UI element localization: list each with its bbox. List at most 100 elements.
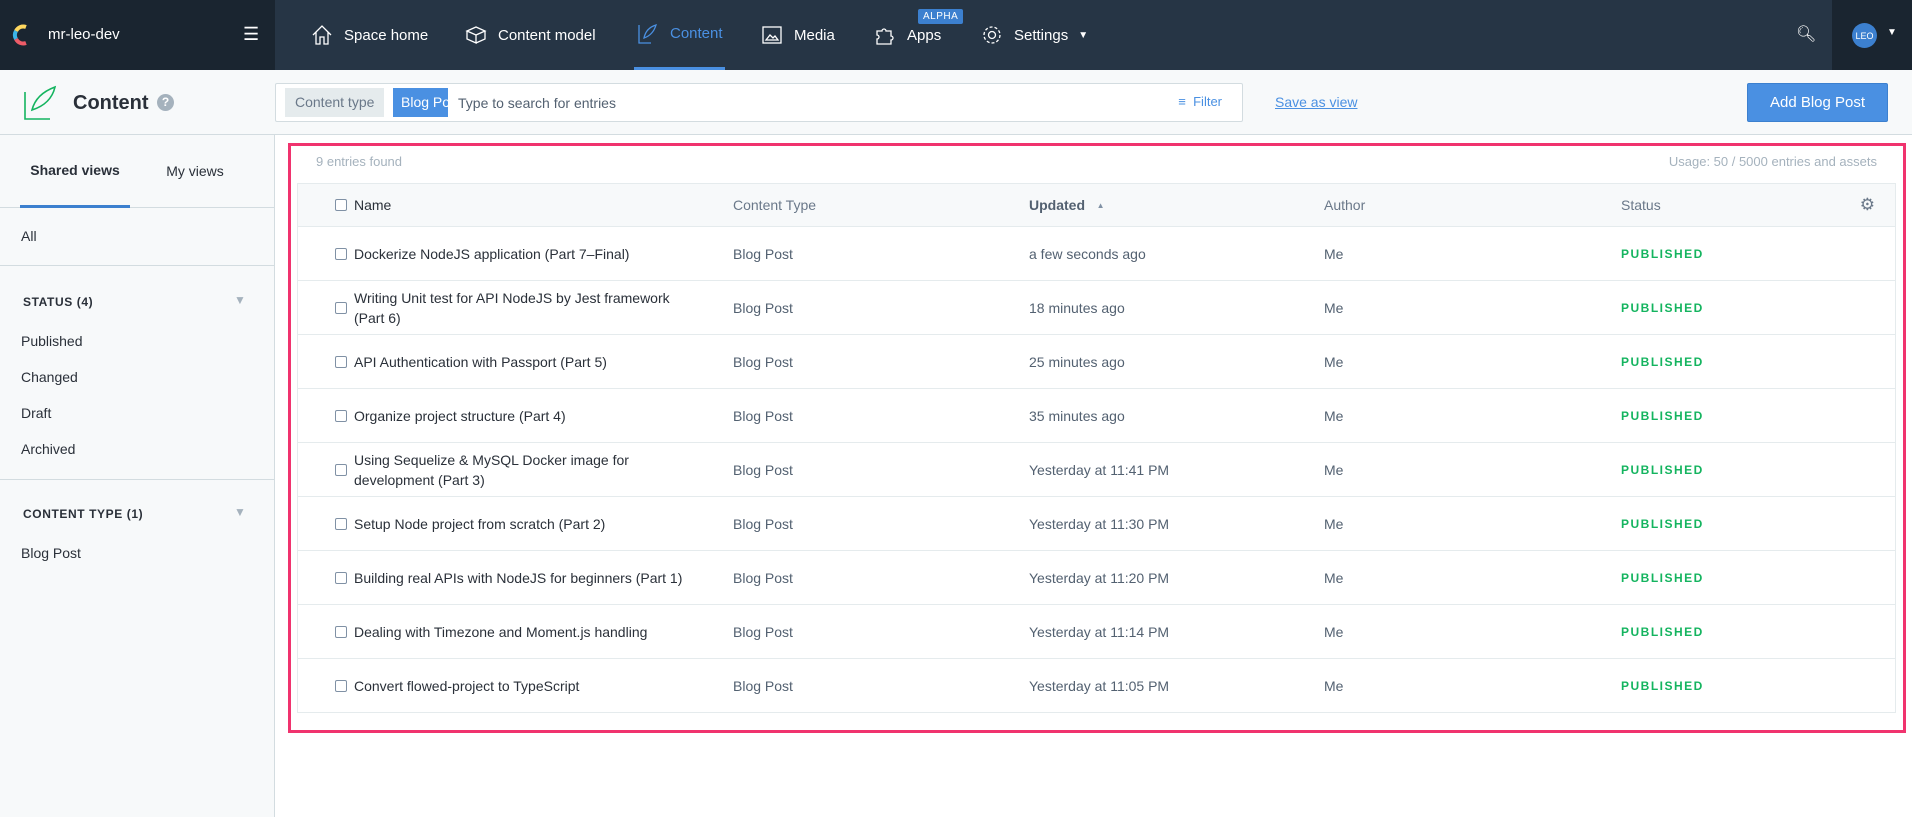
column-settings-gear-icon[interactable]: ⚙ bbox=[1859, 195, 1875, 214]
status-badge: PUBLISHED bbox=[1621, 354, 1704, 369]
collapse-icon[interactable]: ▼ bbox=[234, 293, 246, 307]
entry-name[interactable]: Setup Node project from scratch (Part 2) bbox=[354, 515, 606, 532]
row-checkbox[interactable] bbox=[335, 355, 347, 368]
table-row[interactable]: API Authentication with Passport (Part 5… bbox=[298, 334, 1895, 388]
row-checkbox[interactable] bbox=[335, 679, 347, 692]
status-badge: PUBLISHED bbox=[1621, 408, 1704, 423]
entry-content-type: Blog Post bbox=[733, 569, 793, 586]
collapse-icon[interactable]: ▼ bbox=[234, 505, 246, 519]
row-checkbox[interactable] bbox=[335, 409, 347, 422]
user-menu[interactable]: LEO ▼ bbox=[1832, 0, 1912, 70]
gear-icon bbox=[983, 26, 1001, 44]
entries-table: Name Content Type Updated ▲ Author Statu… bbox=[297, 183, 1896, 713]
entry-author: Me bbox=[1324, 353, 1344, 370]
search-input[interactable] bbox=[458, 88, 1058, 117]
chevron-down-icon: ▼ bbox=[1887, 27, 1897, 38]
save-as-view-link[interactable]: Save as view bbox=[1275, 94, 1358, 110]
nav-label: Content bbox=[670, 25, 723, 42]
entry-updated: Yesterday at 11:30 PM bbox=[1029, 515, 1170, 532]
row-checkbox[interactable] bbox=[335, 571, 347, 584]
entry-author: Me bbox=[1324, 245, 1344, 262]
row-checkbox[interactable] bbox=[335, 301, 347, 314]
table-row[interactable]: Using Sequelize & MySQL Docker image for… bbox=[298, 442, 1895, 496]
nav-label: Space home bbox=[344, 26, 429, 44]
filter-label: Filter bbox=[1193, 94, 1222, 109]
table-row[interactable]: Dockerize NodeJS application (Part 7–Fin… bbox=[298, 226, 1895, 280]
table-row[interactable]: Building real APIs with NodeJS for begin… bbox=[298, 550, 1895, 604]
entries-count: 9 entries found bbox=[316, 154, 403, 169]
help-icon[interactable]: ? bbox=[157, 94, 174, 111]
view-draft[interactable]: Draft bbox=[21, 405, 52, 421]
tab-my-views[interactable]: My views bbox=[166, 163, 224, 179]
nav-space-home[interactable]: Space home bbox=[310, 0, 428, 70]
page-title: Content bbox=[73, 92, 149, 114]
usage-info: Usage: 50 / 5000 entries and assets bbox=[1668, 154, 1877, 169]
entry-name[interactable]: API Authentication with Passport (Part 5… bbox=[354, 353, 607, 370]
content-type-value: Blog Post bbox=[401, 94, 448, 110]
highlight-box bbox=[288, 143, 1906, 733]
image-icon bbox=[762, 26, 782, 44]
nav-label: Settings bbox=[1014, 26, 1069, 44]
entry-name[interactable]: Writing Unit test for API NodeJS by Jest… bbox=[354, 289, 670, 326]
cube-icon bbox=[465, 26, 487, 45]
feather-icon bbox=[638, 23, 657, 44]
views-sidebar: Shared views My views All STATUS (4) ▼ P… bbox=[0, 135, 275, 817]
row-checkbox[interactable] bbox=[335, 463, 347, 476]
status-badge: PUBLISHED bbox=[1621, 678, 1704, 693]
space-switcher[interactable]: mr-leo-dev ☰ bbox=[0, 0, 275, 70]
alpha-badge: ALPHA bbox=[918, 9, 964, 24]
table-row[interactable]: Writing Unit test for API NodeJS by Jest… bbox=[298, 280, 1895, 334]
nav-content[interactable]: Content bbox=[634, 0, 725, 70]
nav-label: Content model bbox=[498, 26, 596, 44]
entry-updated: Yesterday at 11:20 PM bbox=[1029, 569, 1170, 586]
add-entry-button[interactable]: Add Blog Post bbox=[1747, 83, 1888, 122]
entry-author: Me bbox=[1324, 299, 1344, 316]
column-name[interactable]: Name bbox=[354, 197, 392, 213]
view-archived[interactable]: Archived bbox=[21, 441, 76, 457]
table-row[interactable]: Dealing with Timezone and Moment.js hand… bbox=[298, 604, 1895, 658]
entry-author: Me bbox=[1324, 677, 1344, 694]
entry-name[interactable]: Dockerize NodeJS application (Part 7–Fin… bbox=[354, 245, 630, 262]
nav-content-model[interactable]: Content model bbox=[464, 0, 596, 70]
row-checkbox[interactable] bbox=[335, 625, 347, 638]
view-changed[interactable]: Changed bbox=[21, 369, 78, 385]
view-blog-post[interactable]: Blog Post bbox=[21, 545, 81, 561]
view-all[interactable]: All bbox=[21, 228, 37, 244]
status-badge: PUBLISHED bbox=[1621, 300, 1704, 315]
table-row[interactable]: Organize project structure (Part 4) Blog… bbox=[298, 388, 1895, 442]
nav-apps[interactable]: Apps bbox=[873, 0, 941, 70]
column-updated[interactable]: Updated ▲ bbox=[1029, 184, 1105, 226]
table-row[interactable]: Setup Node project from scratch (Part 2)… bbox=[298, 496, 1895, 550]
entry-content-type: Blog Post bbox=[733, 515, 793, 532]
row-checkbox[interactable] bbox=[335, 247, 347, 260]
filter-button[interactable]: ≡ Filter bbox=[1178, 94, 1222, 109]
table-row[interactable]: Convert flowed-project to TypeScript Blo… bbox=[298, 658, 1895, 712]
menu-icon[interactable]: ☰ bbox=[243, 24, 260, 44]
nav-media[interactable]: Media bbox=[760, 0, 835, 70]
select-all-checkbox[interactable] bbox=[335, 199, 347, 211]
content-type-header[interactable]: CONTENT TYPE (1) bbox=[23, 507, 144, 521]
nav-settings[interactable]: Settings ▼ bbox=[980, 0, 1088, 70]
entry-name[interactable]: Organize project structure (Part 4) bbox=[354, 407, 566, 424]
row-checkbox[interactable] bbox=[335, 517, 347, 530]
entry-name[interactable]: Building real APIs with NodeJS for begin… bbox=[354, 569, 683, 586]
divider bbox=[0, 265, 275, 266]
view-published[interactable]: Published bbox=[21, 333, 83, 349]
entry-content-type: Blog Post bbox=[733, 245, 793, 262]
entry-content-type: Blog Post bbox=[733, 461, 793, 478]
content-type-select[interactable]: Blog Post bbox=[393, 88, 448, 117]
entry-name[interactable]: Dealing with Timezone and Moment.js hand… bbox=[354, 623, 648, 640]
entry-author: Me bbox=[1324, 515, 1344, 532]
search-icon[interactable]: 🔍︎ bbox=[1796, 26, 1817, 43]
content-type-label: Content type bbox=[285, 88, 385, 117]
entry-updated: Yesterday at 11:05 PM bbox=[1029, 677, 1170, 694]
house-icon bbox=[312, 25, 332, 45]
status-header[interactable]: STATUS (4) bbox=[23, 295, 94, 309]
entry-name[interactable]: Convert flowed-project to TypeScript bbox=[354, 677, 580, 694]
entry-updated: a few seconds ago bbox=[1029, 245, 1146, 262]
column-content-type: Content Type bbox=[733, 197, 817, 213]
tab-shared-views[interactable]: Shared views bbox=[20, 135, 130, 208]
entry-content-type: Blog Post bbox=[733, 677, 793, 694]
entry-content-type: Blog Post bbox=[733, 353, 793, 370]
entry-name[interactable]: Using Sequelize & MySQL Docker image for… bbox=[354, 451, 629, 488]
